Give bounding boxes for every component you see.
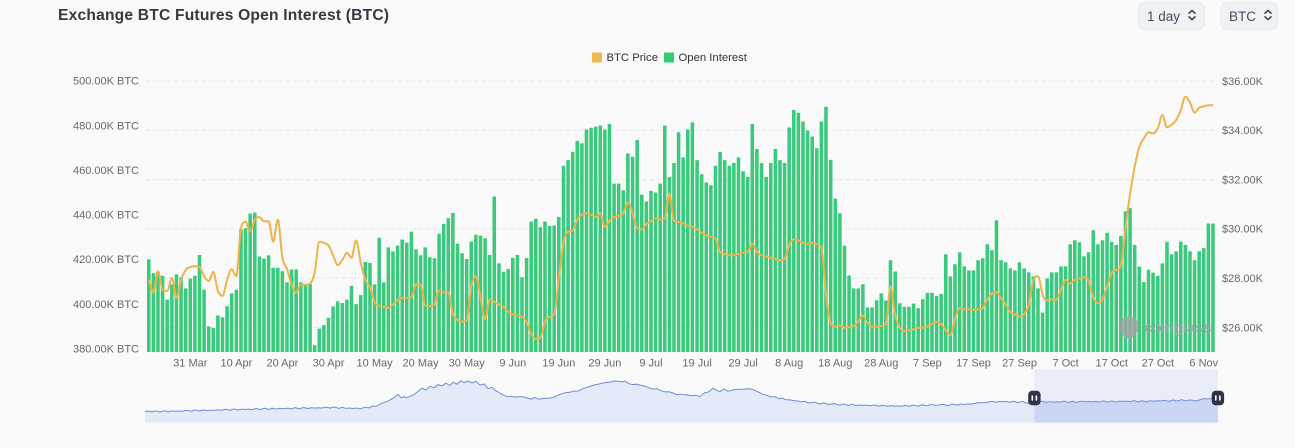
svg-text:$32.00K: $32.00K xyxy=(1222,174,1264,186)
svg-text:440.00K BTC: 440.00K BTC xyxy=(73,210,139,222)
svg-text:$30.00K: $30.00K xyxy=(1222,224,1264,236)
svg-text:19 Jul: 19 Jul xyxy=(682,358,711,370)
svg-text:10 Apr: 10 Apr xyxy=(220,358,252,370)
svg-text:30 May: 30 May xyxy=(449,358,486,370)
svg-text:28 Aug: 28 Aug xyxy=(864,358,898,370)
svg-text:$28.00K: $28.00K xyxy=(1222,273,1264,285)
svg-text:31 Mar: 31 Mar xyxy=(173,358,208,370)
svg-text:17 Oct: 17 Oct xyxy=(1095,358,1127,370)
svg-text:9 Jul: 9 Jul xyxy=(639,358,662,370)
svg-text:18 Aug: 18 Aug xyxy=(818,358,852,370)
svg-text:30 Apr: 30 Apr xyxy=(313,358,345,370)
svg-text:8 Aug: 8 Aug xyxy=(775,358,803,370)
svg-text:29 Jul: 29 Jul xyxy=(728,358,757,370)
svg-text:$26.00K: $26.00K xyxy=(1222,322,1264,334)
svg-text:9 Jun: 9 Jun xyxy=(499,358,526,370)
svg-text:480.00K BTC: 480.00K BTC xyxy=(73,120,139,132)
svg-text:Open Interest: Open Interest xyxy=(679,52,748,64)
svg-text:500.00K BTC: 500.00K BTC xyxy=(73,76,139,88)
svg-text:20 Apr: 20 Apr xyxy=(266,358,298,370)
svg-text:27 Oct: 27 Oct xyxy=(1142,358,1174,370)
svg-text:coinglass: coinglass xyxy=(1144,320,1211,337)
svg-text:$36.00K: $36.00K xyxy=(1222,76,1264,88)
svg-text:420.00K BTC: 420.00K BTC xyxy=(73,254,139,266)
svg-text:380.00K BTC: 380.00K BTC xyxy=(73,344,139,356)
svg-text:27 Sep: 27 Sep xyxy=(1002,358,1037,370)
svg-text:6 Nov: 6 Nov xyxy=(1189,358,1218,370)
svg-text:400.00K BTC: 400.00K BTC xyxy=(73,299,139,311)
svg-text:20 May: 20 May xyxy=(403,358,440,370)
svg-text:17 Sep: 17 Sep xyxy=(956,358,991,370)
svg-text:10 May: 10 May xyxy=(357,358,394,370)
svg-text:7 Oct: 7 Oct xyxy=(1052,358,1078,370)
svg-text:460.00K BTC: 460.00K BTC xyxy=(73,165,139,177)
svg-text:7 Sep: 7 Sep xyxy=(913,358,942,370)
svg-text:19 Jun: 19 Jun xyxy=(542,358,575,370)
svg-text:29 Jun: 29 Jun xyxy=(588,358,621,370)
svg-text:$34.00K: $34.00K xyxy=(1222,125,1264,137)
svg-text:BTC Price: BTC Price xyxy=(607,52,658,64)
